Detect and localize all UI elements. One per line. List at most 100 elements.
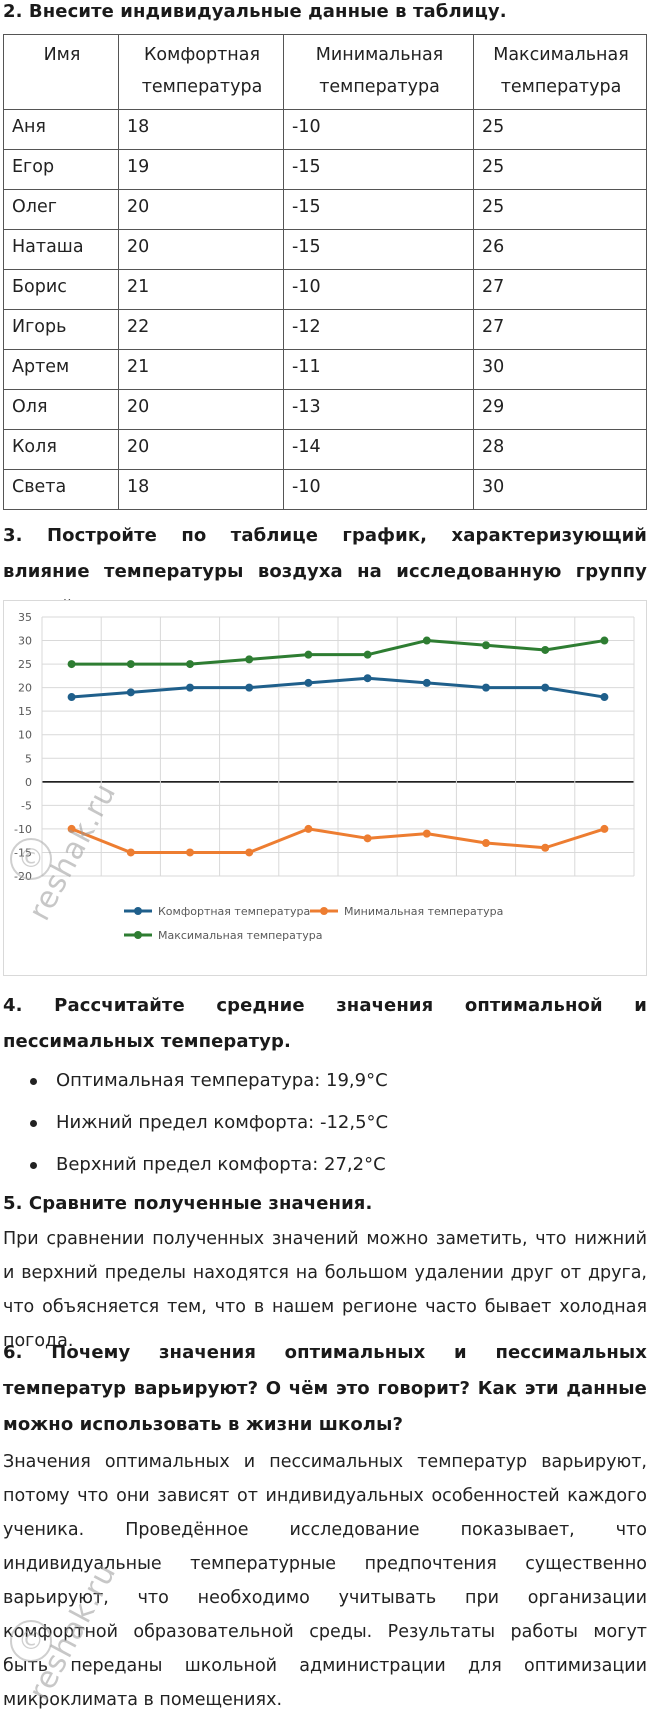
- header-min: Минимальная температура: [283, 34, 474, 110]
- data-point: [186, 848, 194, 857]
- header-name: Имя: [3, 34, 119, 110]
- table-row: Егор 19 -15 25: [3, 149, 647, 190]
- data-point: [600, 693, 609, 702]
- temperature-chart: 35 30 25 20 15 10 5 0 -5 -10 -15 -20 Комфортная темп…: [3, 600, 647, 976]
- cell-max: 28: [473, 429, 647, 470]
- y-tick-label: 20: [18, 682, 32, 695]
- table-body: Аня 18 -10 25 Егор 19 -15 25 Олег 20 -15 25 Наташа 20…: [3, 109, 647, 510]
- data-point: [126, 688, 135, 697]
- cell-min: -11: [283, 349, 474, 390]
- data-point: [186, 660, 194, 669]
- upper-limit-text: Верхний предел комфорта: 27,2°C: [56, 1154, 386, 1175]
- cell-max: 25: [473, 189, 647, 230]
- table-header-row: Имя Комфортная температура Минимальная т…: [3, 34, 647, 110]
- cell-min: -14: [283, 429, 474, 470]
- y-tick-label: 0: [25, 776, 32, 789]
- list-item: Нижний предел комфорта: -12,5°C: [0, 1102, 640, 1144]
- cell-max: 25: [473, 149, 647, 190]
- y-tick-label: -10: [14, 823, 32, 836]
- data-point: [541, 843, 550, 852]
- cell-comfort: 22: [118, 309, 284, 350]
- table-row: Оля 20 -13 29: [3, 389, 647, 430]
- cell-max: 25: [473, 109, 647, 150]
- y-tick-label: -5: [21, 799, 32, 812]
- copyright-watermark-icon: ©: [10, 1620, 52, 1662]
- cell-name: Наташа: [3, 229, 119, 270]
- cell-name: Олег: [3, 189, 119, 230]
- table-row: Олег 20 -15 25: [3, 189, 647, 230]
- y-tick-label: 15: [18, 705, 32, 718]
- legend-label: Комфортная температура: [158, 905, 310, 918]
- cell-max: 29: [473, 389, 647, 430]
- cell-name: Артем: [3, 349, 119, 390]
- optimal-temp-text: Оптимальная температура: 19,9°C: [56, 1070, 388, 1091]
- cell-comfort: 20: [118, 189, 284, 230]
- cell-max: 27: [473, 309, 647, 350]
- data-point: [363, 650, 372, 659]
- cell-max: 30: [473, 469, 647, 510]
- section-5-text: При сравнении полученных значений можно …: [3, 1229, 647, 1351]
- cell-name: Игорь: [3, 309, 119, 350]
- cell-min: -13: [283, 389, 474, 430]
- cell-name: Аня: [3, 109, 119, 150]
- data-point: [541, 645, 550, 654]
- data-point: [186, 683, 194, 692]
- cell-max: 27: [473, 269, 647, 310]
- section-6-heading: 6. Почему значения оптимальных и пессима…: [3, 1342, 647, 1435]
- lower-limit-text: Нижний предел комфорта: -12,5°C: [56, 1112, 389, 1133]
- data-point: [67, 824, 76, 833]
- series-line: [71, 827, 605, 854]
- data-point: [304, 650, 313, 659]
- legend-marker: [320, 907, 328, 915]
- data-point: [600, 636, 609, 645]
- list-item: Оптимальная температура: 19,9°C: [0, 1060, 640, 1102]
- data-point: [67, 693, 76, 702]
- cell-comfort: 21: [118, 349, 284, 390]
- data-point: [541, 683, 550, 692]
- series-line: [71, 639, 605, 666]
- data-point: [126, 848, 135, 857]
- data-point: [422, 829, 431, 838]
- data-point: [304, 824, 313, 833]
- cell-min: -15: [283, 229, 474, 270]
- data-point: [482, 839, 490, 848]
- table-row: Борис 21 -10 27: [3, 269, 647, 310]
- header-comfort: Комфортная температура: [118, 34, 284, 110]
- section-5-heading: 5. Сравните полученные значения.: [3, 1193, 373, 1214]
- list-item: Верхний предел комфорта: 27,2°C: [0, 1144, 640, 1186]
- copyright-watermark-icon: ©: [10, 838, 52, 880]
- cell-comfort: 20: [118, 229, 284, 270]
- cell-max: 26: [473, 229, 647, 270]
- section-4-heading: 4. Рассчитайте средние значения оптималь…: [3, 995, 647, 1052]
- data-point: [482, 683, 490, 692]
- cell-min: -15: [283, 189, 474, 230]
- cell-min: -10: [283, 469, 474, 510]
- legend-marker: [134, 931, 142, 939]
- y-tick-label: 10: [18, 729, 32, 742]
- cell-comfort: 18: [118, 469, 284, 510]
- data-point: [422, 678, 431, 687]
- data-point: [363, 834, 372, 843]
- data-point: [363, 674, 372, 683]
- series-line: [71, 676, 605, 699]
- cell-name: Света: [3, 469, 119, 510]
- table-row: Артем 21 -11 30: [3, 349, 647, 390]
- cell-max: 30: [473, 349, 647, 390]
- y-tick-label: 35: [18, 611, 32, 624]
- cell-name: Егор: [3, 149, 119, 190]
- data-point: [304, 678, 313, 687]
- cell-name: Оля: [3, 389, 119, 430]
- table-row: Коля 20 -14 28: [3, 429, 647, 470]
- y-tick-label: 30: [18, 635, 32, 648]
- averages-list: Оптимальная температура: 19,9°C Нижний п…: [0, 1060, 640, 1186]
- temperature-table: Имя Комфортная температура Минимальная т…: [3, 34, 647, 510]
- bullet-icon: [30, 1162, 37, 1169]
- cell-comfort: 20: [118, 429, 284, 470]
- data-point: [482, 641, 490, 650]
- cell-comfort: 20: [118, 389, 284, 430]
- cell-min: -15: [283, 149, 474, 190]
- cell-name: Коля: [3, 429, 119, 470]
- table-row: Игорь 22 -12 27: [3, 309, 647, 350]
- data-point: [600, 824, 609, 833]
